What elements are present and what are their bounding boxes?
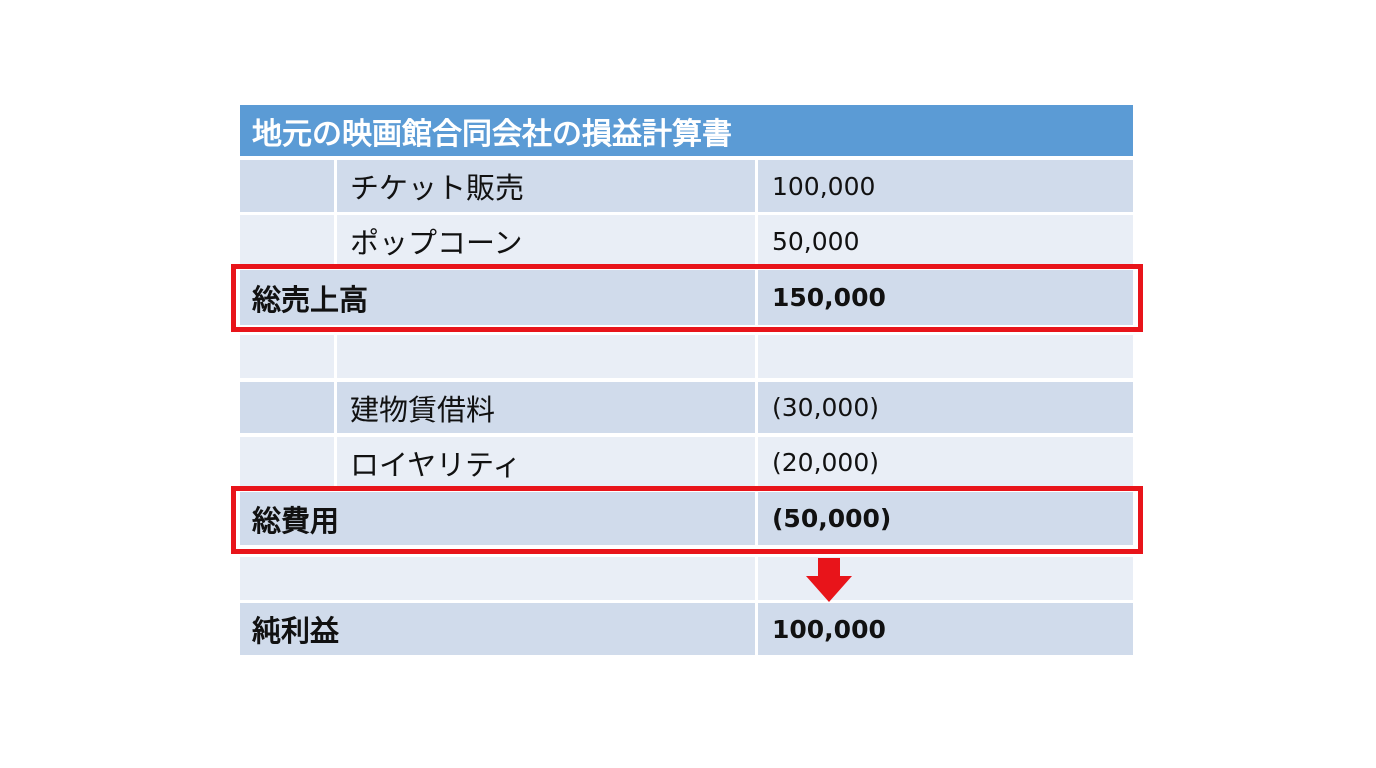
highlight-box [231,486,1143,554]
item-label: チケット販売 [337,160,755,212]
blank-cell [240,335,334,378]
item-label: 建物賃借料 [337,382,755,433]
highlight-box [231,264,1143,332]
total-label: 総売上高 [240,270,755,325]
blank-cell [240,557,755,600]
blank-cell [758,335,1133,378]
blank-cell [240,382,334,433]
item-amount: (20,000) [758,437,1133,488]
blank-cell [240,437,334,488]
arrow-shape [806,558,852,602]
blank-cell [240,160,334,212]
down-arrow [806,558,852,602]
item-amount: 50,000 [758,215,1133,267]
total-amount: (50,000) [758,492,1133,545]
blank-cell [337,335,755,378]
table-title: 地元の映画館合同会社の損益計算書 [240,105,1133,156]
blank-cell [240,215,334,267]
item-label: ポップコーン [337,215,755,267]
total-label: 総費用 [240,492,755,545]
net-amount: 100,000 [758,603,1133,655]
net-label: 純利益 [240,603,755,655]
total-amount: 150,000 [758,270,1133,325]
item-label: ロイヤリティ [337,437,755,488]
item-amount: 100,000 [758,160,1133,212]
item-amount: (30,000) [758,382,1133,433]
